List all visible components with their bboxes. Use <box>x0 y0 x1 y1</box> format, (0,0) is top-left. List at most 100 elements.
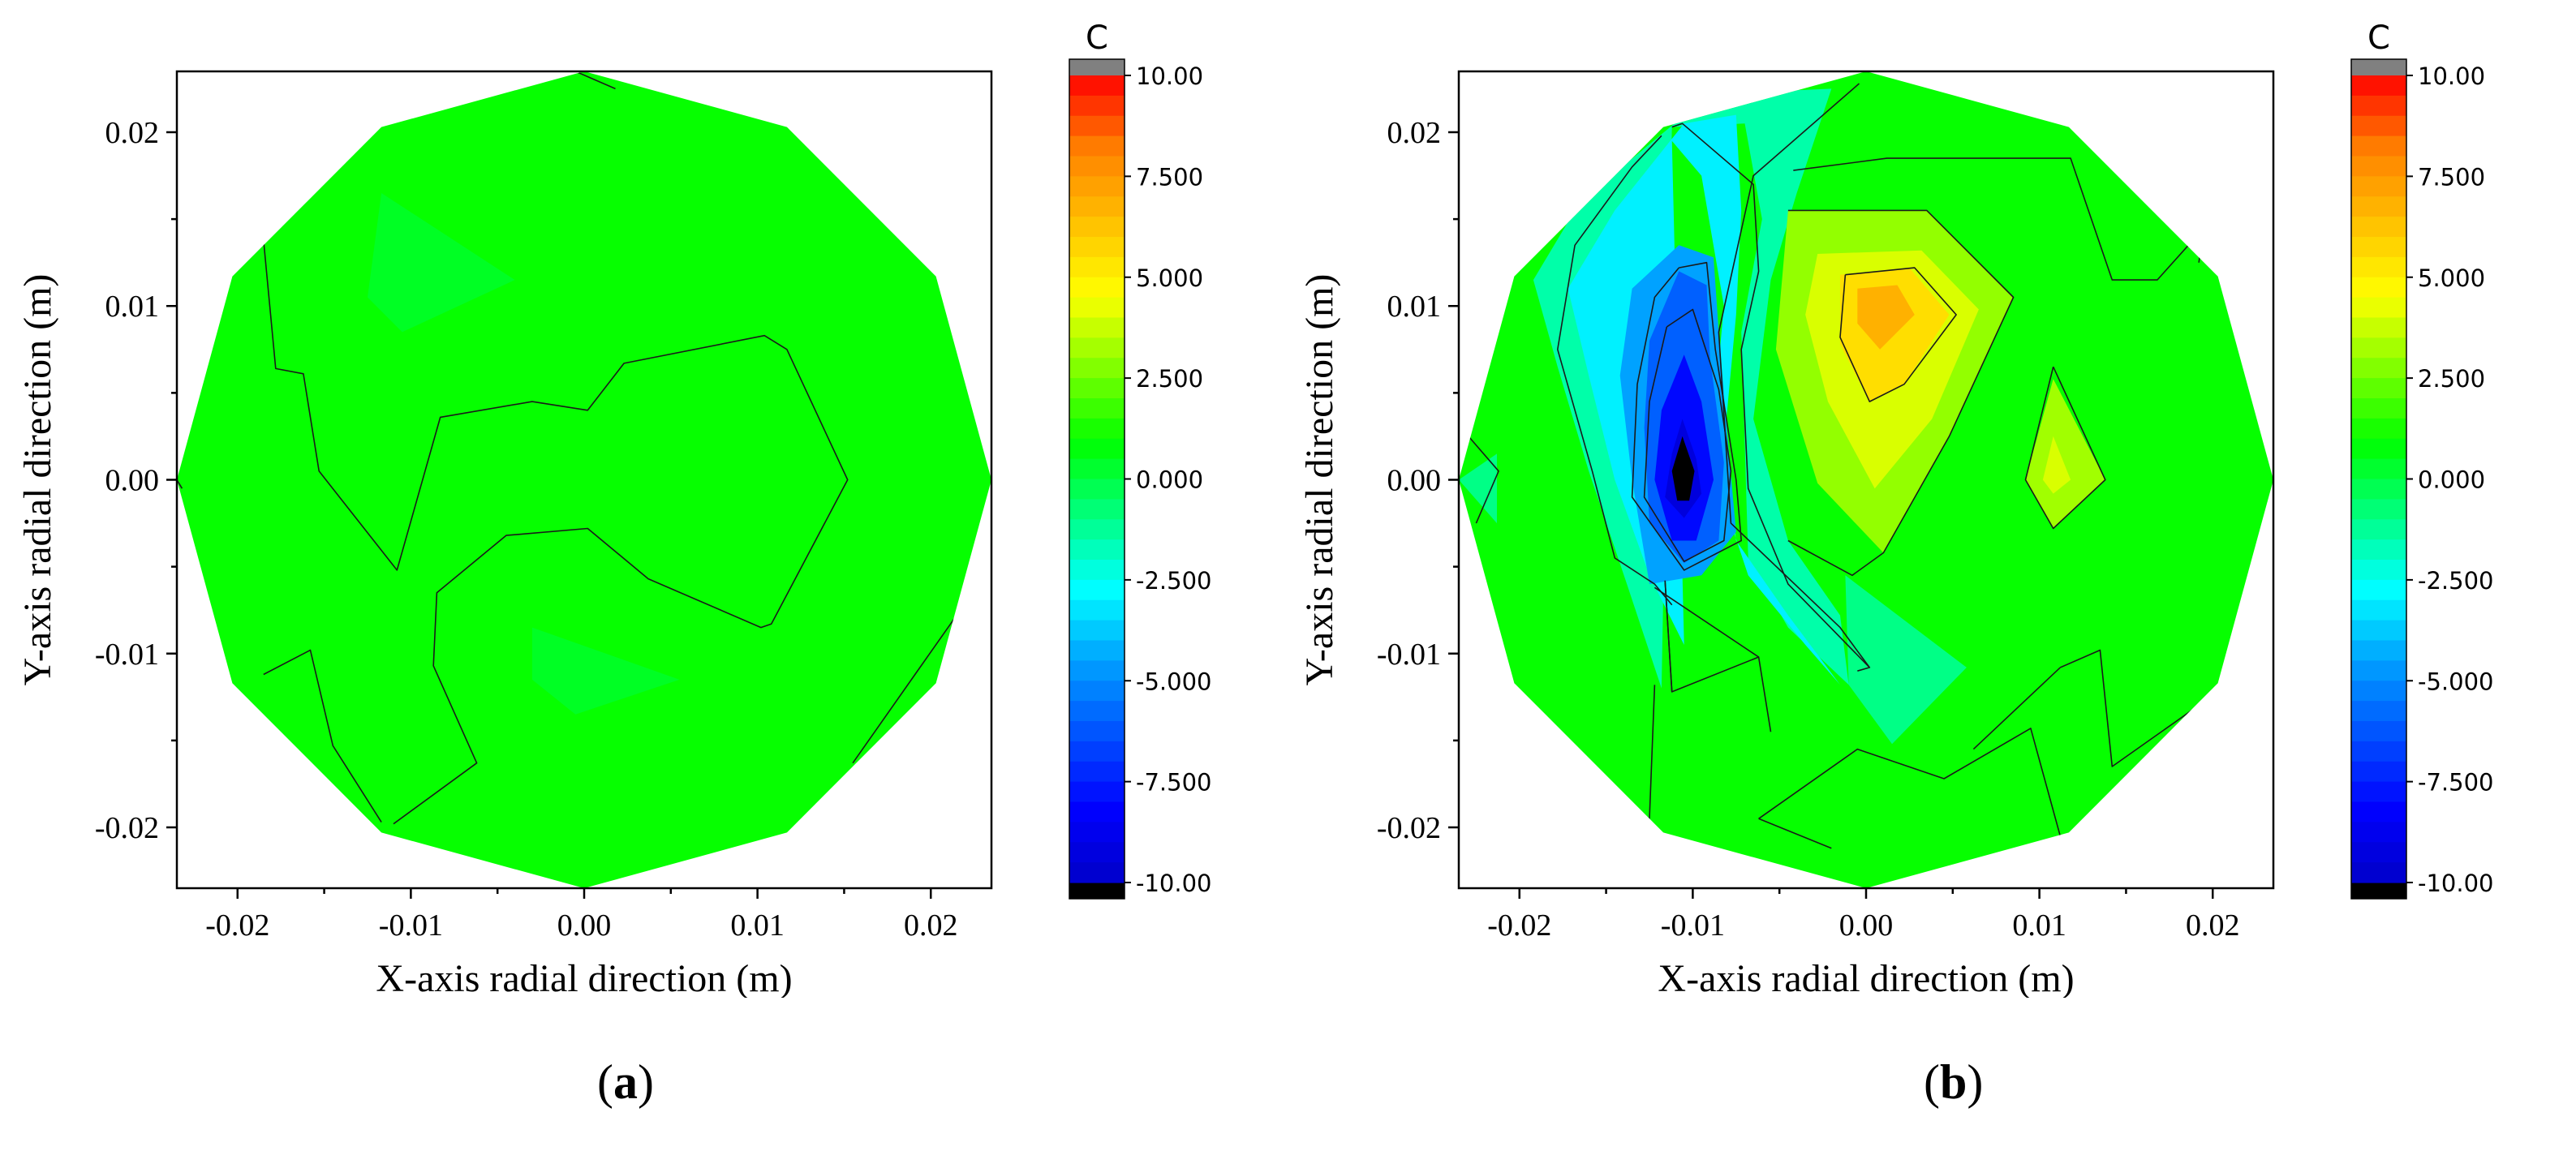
panel-b-colorbar-tick-label: 7.500 <box>2418 163 2485 191</box>
panel-b-contour-line-16 <box>2059 649 2236 767</box>
panel-b-contour-line-13 <box>1758 728 2062 836</box>
panel-a-colorbar-tick-label: -5.000 <box>1136 668 1212 695</box>
panel-a-colorbar-band <box>1069 519 1125 540</box>
panel-a-colorbar-tick-label: 7.500 <box>1136 163 1203 191</box>
panel-a-y-axis-label: Y-axis radial direction (m) <box>16 274 59 686</box>
panel-a-colorbar-band <box>1069 317 1125 338</box>
panel-b-colorbar-band <box>2351 721 2406 742</box>
panel-b-contour-line-11 <box>1654 586 1760 658</box>
panel-b-colorbar-band <box>2351 539 2406 560</box>
panel-a-colorbar-band <box>1069 237 1125 258</box>
panel-b-contour-region-1 <box>1459 453 1497 524</box>
panel-a-colorbar-tick-label: -10.00 <box>1136 870 1212 897</box>
panel-a-colorbar-tick-label: -7.500 <box>1136 769 1212 797</box>
panel-a-colorbar-band <box>1069 862 1125 883</box>
panel-a-colorbar-band <box>1069 256 1125 278</box>
panel-b-x-tick-label: 0.01 <box>2012 908 2066 943</box>
panel-b-x-tick-label: 0.02 <box>2186 908 2240 943</box>
panel-b-colorbar-band <box>2351 560 2406 581</box>
panel-b-x-tick-label: -0.01 <box>1661 908 1725 943</box>
panel-b-colorbar-band <box>2351 822 2406 843</box>
panel-b-colorbar-band <box>2351 781 2406 803</box>
panel-a-colorbar-band <box>1069 539 1125 560</box>
panel-a-colorbar-band <box>1069 620 1125 642</box>
panel-a-colorbar-band <box>1069 135 1125 157</box>
panel-a-colorbar-tick-label: 2.500 <box>1136 365 1203 393</box>
panel-b-colorbar-band <box>2351 499 2406 520</box>
panel-b-x-tick-label: 0.00 <box>1839 908 1894 943</box>
panel-a-contour-line-2 <box>852 609 961 764</box>
panel-a-colorbar-band <box>1069 499 1125 520</box>
panel-a-colorbar-over-swatch <box>1069 59 1125 75</box>
panel-b-colorbar-band <box>2351 317 2406 338</box>
panel-b-colorbar-title: C <box>2367 19 2390 57</box>
panel-a-x-tick-label: 0.01 <box>730 908 785 943</box>
panel-a-contour-lines <box>177 71 961 825</box>
panel-b-colorbar-band <box>2351 95 2406 117</box>
panel-a-colorbar-band <box>1069 217 1125 238</box>
panel-b-colorbar-band <box>2351 398 2406 419</box>
panel-b-colorbar-band <box>2351 479 2406 500</box>
panel-b-contour-line-2 <box>1718 83 1871 672</box>
panel-b-colorbar-band <box>2351 115 2406 137</box>
panel-b-colorbar-band <box>2351 237 2406 258</box>
panel-b-contour-line-1 <box>1556 135 1673 606</box>
panel-b-colorbar-band <box>2351 660 2406 681</box>
panel-a-x-tick-label: -0.01 <box>379 908 443 943</box>
panel-a-colorbar-band <box>1069 277 1125 298</box>
panel-b-x-axis-label: X-axis radial direction (m) <box>1658 957 2074 998</box>
panel-a-colorbar-tick-label: 5.000 <box>1136 264 1203 292</box>
panel-a-colorbar-tick-label: 10.00 <box>1136 62 1203 90</box>
panel-b-chart: -0.02 -0.01 0.00 0.01 0.02 -0.02 -0.01 0.00 0.01… <box>1298 19 2494 998</box>
panel-a-x-axis-label: X-axis radial direction (m) <box>376 957 792 998</box>
panel-b-contour-line-3 <box>1643 308 1732 563</box>
panel-b-colorbar-band <box>2351 681 2406 702</box>
panel-a-colorbar-band <box>1069 196 1125 217</box>
panel-a-colorbar-tick-label: -2.500 <box>1136 567 1212 595</box>
panel-b-y-tick-label: 0.01 <box>1387 290 1442 324</box>
panel-a-colorbar-band <box>1069 418 1125 440</box>
panel-a-y-tick-label: 0.02 <box>105 116 160 150</box>
panel-b-colorbar-band <box>2351 256 2406 278</box>
panel-b-contour-region-13 <box>2025 379 2105 529</box>
panel-b-colorbar-tick-label: -5.000 <box>2418 668 2494 695</box>
panel-b-colorbar-band <box>2351 196 2406 217</box>
panel-b-colorbar-tick-label: -10.00 <box>2418 870 2494 897</box>
panel-a-x-tick-label: 0.00 <box>557 908 612 943</box>
panel-b-contour-line-14 <box>1758 818 1832 849</box>
panel-a-colorbar-band <box>1069 681 1125 702</box>
panel-a-colorbar-band <box>1069 358 1125 379</box>
panel-a-colorbar-band <box>1069 801 1125 822</box>
panel-b-colorbar-band <box>2351 761 2406 783</box>
panel-b-regions <box>1459 88 2105 745</box>
panel-b-colorbar-tick-label: 5.000 <box>2418 264 2485 292</box>
panel-a-colorbar-band <box>1069 337 1125 359</box>
panel-b-contour-region-12 <box>1857 285 1915 350</box>
panel-b-colorbar-band <box>2351 277 2406 298</box>
panel-a-colorbar-band <box>1069 378 1125 399</box>
panel-a-colorbar-tick-label: 0.000 <box>1136 466 1203 494</box>
panel-b-colorbar-band <box>2351 337 2406 359</box>
panel-a-colorbar-band <box>1069 741 1125 762</box>
panel-a-contour-region-1 <box>531 627 680 715</box>
panel-b-contour-region-8 <box>1671 436 1695 501</box>
panel-a-y-tick-label: -0.02 <box>95 811 159 845</box>
panel-a-y-tick-label: 0.01 <box>105 290 160 324</box>
panel-b-colorbar-band <box>2351 519 2406 540</box>
panel-a-colorbar-band <box>1069 458 1125 480</box>
panel-a-regions <box>368 193 680 715</box>
panel-a-colorbar-band <box>1069 842 1125 863</box>
panel-a-colorbar-band <box>1069 781 1125 803</box>
panel-b-contour-line-17 <box>1463 430 1499 524</box>
panel-a-colorbar-band <box>1069 398 1125 419</box>
panel-a-y-tick-label: -0.01 <box>95 638 159 672</box>
panel-a-colorbar-band <box>1069 560 1125 581</box>
panel-b-contour-line-0 <box>1671 122 1870 668</box>
panel-a-domain-fill <box>177 71 991 888</box>
caption-a: (a) <box>597 1055 654 1109</box>
panel-b-contour-line-12 <box>1649 685 1656 819</box>
panel-b-colorbar-band <box>2351 135 2406 157</box>
panel-b-contour-line-5 <box>1787 209 2015 577</box>
panel-b-y-tick-label: 0.00 <box>1387 464 1442 498</box>
panel-b-colorbar-band <box>2351 741 2406 762</box>
